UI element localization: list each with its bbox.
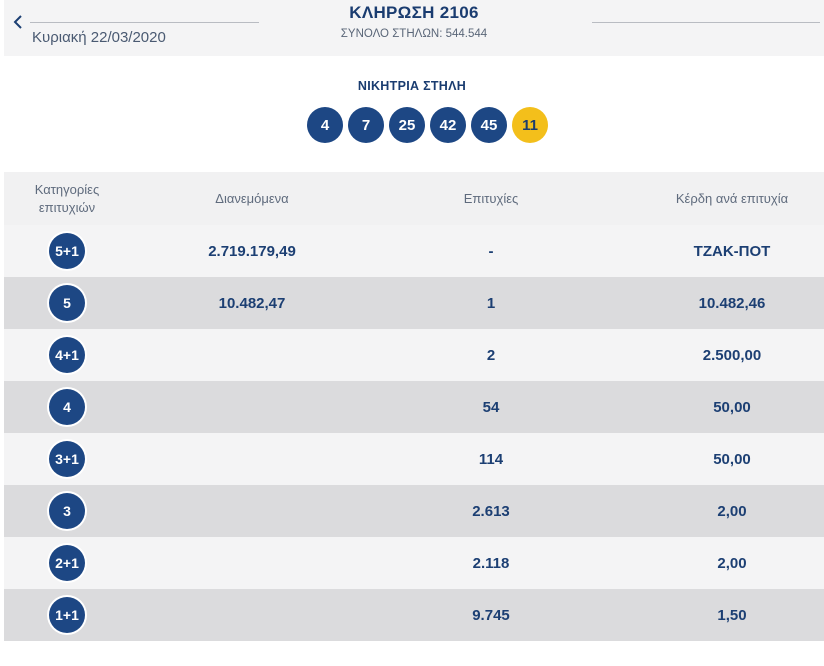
draw-title: ΚΛΗΡΩΣΗ 2106 (349, 3, 479, 22)
prize-cell: 2,00 (717, 502, 747, 520)
winners-cell: 54 (482, 398, 500, 416)
winners-cell: 2 (486, 346, 496, 364)
winning-number-ball: 4 (307, 107, 343, 143)
draw-date: Κυριακή 22/03/2020 (32, 29, 166, 46)
distributed-cell (130, 381, 374, 433)
header-distributed: Διανεμόμενα (215, 191, 289, 206)
prize-cell: 2.500,00 (702, 346, 762, 364)
header-category: Κατηγορίες επιτυχιών (34, 181, 100, 215)
prize-table-header: Κατηγορίες επιτυχιών Διανεμόμενα Επιτυχί… (4, 172, 824, 225)
table-row: 4+1 2 2.500,00 (4, 329, 824, 381)
winners-cell: - (488, 242, 494, 260)
prize-cell: 10.482,46 (698, 294, 766, 312)
prize-cell: 50,00 (713, 398, 751, 416)
winning-number-ball: 42 (430, 107, 466, 143)
table-row: 3 2.613 2,00 (4, 485, 824, 537)
total-columns: ΣΥΝΟΛΟ ΣΤΗΛΩΝ: 544.544 (340, 28, 488, 40)
category-badge: 2+1 (49, 545, 85, 581)
winning-numbers: 4 7 25 42 45 11 (307, 107, 548, 145)
winners-cell: 9.745 (472, 606, 510, 624)
table-row: 3+1 114 50,00 (4, 433, 824, 485)
category-badge: 3+1 (49, 441, 85, 477)
table-row: 5 10.482,47 1 10.482,46 (4, 277, 824, 329)
prize-cell: 2,00 (717, 554, 747, 572)
table-row: 4 54 50,00 (4, 381, 824, 433)
prize-cell: 1,50 (717, 606, 747, 624)
distributed-cell (130, 329, 374, 381)
winners-cell: 114 (478, 450, 504, 468)
category-badge: 3 (49, 493, 85, 529)
winners-cell: 2.613 (472, 502, 510, 520)
winning-number-ball: 7 (348, 107, 384, 143)
distributed-cell (130, 433, 374, 485)
header-divider-left (30, 22, 259, 23)
prize-cell: ΤΖΑΚ-ΠΟΤ (693, 242, 771, 260)
winning-column-label: ΝΙΚΗΤΡΙΑ ΣΤΗΛΗ (357, 79, 467, 93)
category-badge: 5 (49, 285, 85, 321)
header-prize: Κέρδη ανά επιτυχία (675, 191, 789, 206)
distributed-cell: 2.719.179,49 (208, 242, 296, 260)
category-badge: 4+1 (49, 337, 85, 373)
winning-number-ball: 25 (389, 107, 425, 143)
back-chevron-icon[interactable] (10, 12, 28, 32)
category-badge: 4 (49, 389, 85, 425)
winners-cell: 1 (486, 294, 496, 312)
table-row: 5+1 2.719.179,49 - ΤΖΑΚ-ΠΟΤ (4, 225, 824, 277)
prize-cell: 50,00 (713, 450, 751, 468)
joker-number-ball: 11 (512, 107, 548, 143)
header-winners: Επιτυχίες (463, 191, 519, 206)
category-badge: 1+1 (49, 597, 85, 633)
draw-header: Κυριακή 22/03/2020 ΚΛΗΡΩΣΗ 2106 ΣΥΝΟΛΟ Σ… (4, 0, 824, 56)
winning-number-ball: 45 (471, 107, 507, 143)
distributed-cell (130, 589, 374, 641)
distributed-cell (130, 537, 374, 589)
table-row: 2+1 2.118 2,00 (4, 537, 824, 589)
table-row: 1+1 9.745 1,50 (4, 589, 824, 641)
winners-cell: 2.118 (472, 554, 510, 572)
distributed-cell (130, 485, 374, 537)
header-divider-right (592, 22, 820, 23)
distributed-cell: 10.482,47 (218, 294, 286, 312)
prize-table: Κατηγορίες επιτυχιών Διανεμόμενα Επιτυχί… (4, 172, 824, 641)
category-badge: 5+1 (49, 233, 85, 269)
